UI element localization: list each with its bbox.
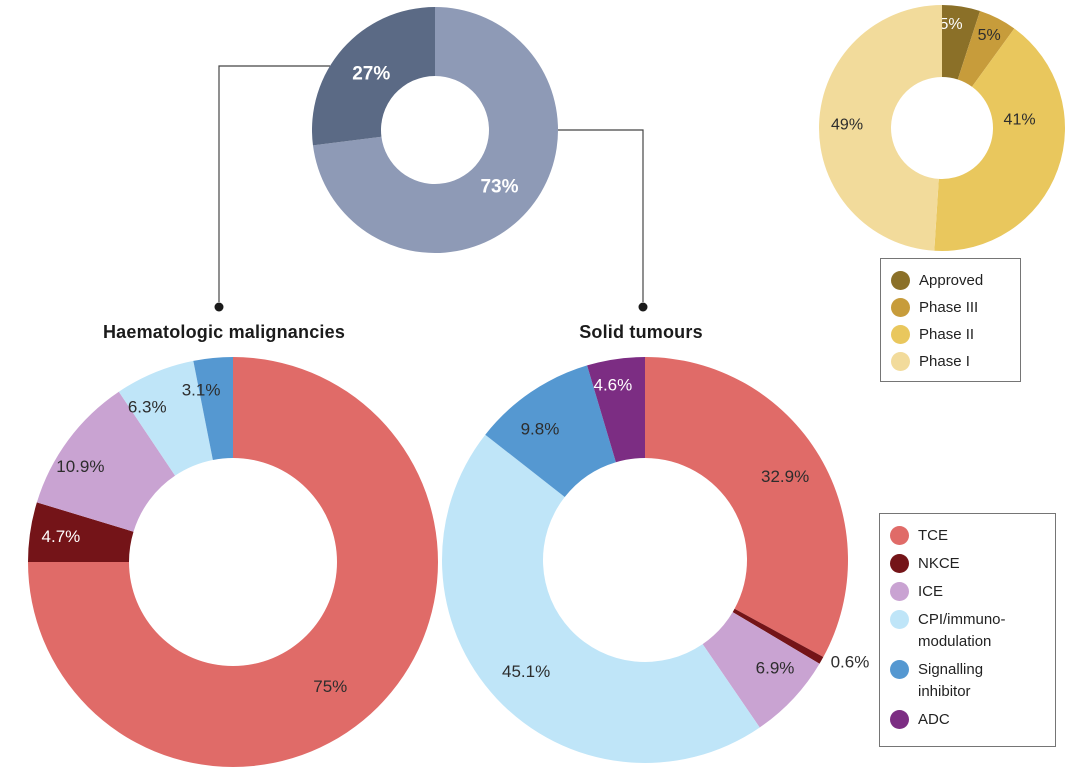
legend-swatch-icon [891,352,910,371]
legend-swatch-icon [891,298,910,317]
legend-label: Approved [919,271,984,289]
overall-label-haematologic-malignancies: 27% [352,63,390,84]
solid-slice-tce [645,357,849,658]
haematologic-label-ice: 10.9% [56,457,104,476]
solid-chart-title: Solid tumours [579,322,703,342]
phase-slice-approved [942,5,981,80]
legend-item-adc: ADC [890,709,1045,731]
haematologic-label-signalling-inhibitor: 3.1% [182,380,221,399]
phase-slice-phase-i [818,5,942,251]
solid-label-cpi-immuno-modulation: 45.1% [502,662,550,681]
legend-item-cpi-immuno: CPI/immuno- modulation [890,609,1045,653]
phase-slice-phase-ii [934,28,1065,252]
legend-item-phase-ii: Phase II [891,321,1010,348]
overall-slice-solid-tumours [312,7,558,253]
haematologic-slice-signalling-inhibitor [193,357,233,460]
solid-slice-nkce [732,608,824,664]
legend-swatch-icon [890,710,909,729]
legend-label: Phase II [919,325,975,343]
modality-legend: TCE NKCE ICE CPI/immuno- modulation Signalli… [879,513,1056,747]
phase-label-phase-i: 49% [831,117,863,134]
legend-item-phase-iii: Phase III [891,294,1010,321]
solid-label-tce: 32.9% [761,467,809,486]
connector-left [218,65,330,302]
haematologic-slice-cpi-immuno-modulation [118,360,213,476]
legend-item-approved: Approved [891,267,1010,294]
haematologic-slice-nkce [28,502,134,562]
haematologic-slice-tce [28,357,438,767]
solid-label-nkce: 0.6% [831,653,870,672]
legend-item-signalling: Signalling inhibitor [890,659,1045,703]
legend-item-ice: ICE [890,581,1045,603]
haematologic-chart-title: Haematologic malignancies [102,322,346,342]
legend-swatch-icon [890,526,909,545]
haematologic-slice-ice [36,391,176,532]
legend-label: Phase I [919,352,970,370]
haematologic-label-nkce: 4.7% [42,527,81,546]
phase-slice-phase-iii [957,11,1015,87]
legend-swatch-icon [891,325,910,344]
overall-slice-haematologic-malignancies [311,7,435,146]
phase-label-approved: 5% [940,16,963,33]
solid-label-adc: 4.6% [593,375,632,394]
legend-item-tce: TCE [890,525,1045,547]
connector-right [558,129,644,302]
legend-label: TCE [918,527,948,544]
trial-phase-legend: Approved Phase III Phase II Phase I [880,258,1021,382]
solid-label-signalling-inhibitor: 9.8% [521,419,560,438]
legend-swatch-icon [891,271,910,290]
legend-label: Signalling inhibitor [918,661,984,700]
haematologic-label-tce: 75% [313,677,347,696]
legend-label: ADC [918,711,950,728]
legend-label: ICE [918,583,944,600]
solid-slice-cpi-immuno-modulation [442,434,760,763]
legend-label: Phase III [919,298,979,316]
phase-label-phase-ii: 41% [1004,111,1036,128]
connector-dot-right [638,302,648,312]
legend-swatch-icon [890,660,909,679]
legend-item-nkce: NKCE [890,553,1045,575]
legend-item-phase-i: Phase I [891,348,1010,375]
legend-swatch-icon [890,582,909,601]
legend-swatch-icon [890,554,909,573]
solid-slice-ice [702,612,820,728]
solid-slice-signalling-inhibitor [485,365,616,498]
solid-slice-adc [587,357,645,463]
legend-label: NKCE [918,555,960,572]
connector-dot-left [214,302,224,312]
solid-label-ice: 6.9% [756,658,795,677]
overall-label-solid-tumours: 73% [480,176,518,197]
legend-label: CPI/immuno- modulation [918,611,1006,650]
haematologic-label-cpi-immuno-modulation: 6.3% [128,398,167,417]
legend-swatch-icon [890,610,909,629]
phase-label-phase-iii: 5% [978,27,1001,44]
